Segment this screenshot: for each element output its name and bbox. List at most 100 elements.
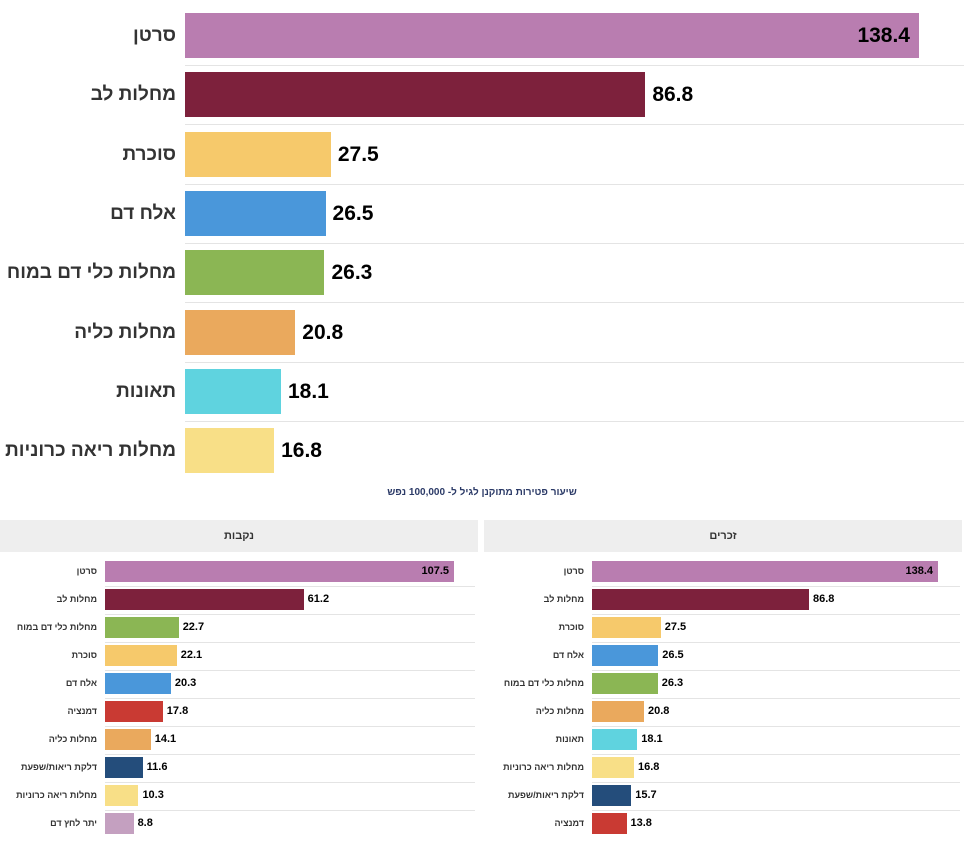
- row-separator: [185, 65, 964, 67]
- row-separator: [185, 124, 964, 126]
- value-label: 17.8: [166, 705, 189, 717]
- total-chart: סרטן 138.4 מחלות לב 86.8 סוכרת 27.5 אלח דם 26.5…: [5, 13, 964, 474]
- value-label: 20.8: [302, 320, 344, 344]
- bar: [105, 673, 171, 694]
- male-panel-title: זכרים: [484, 520, 962, 552]
- category-label: מחלות כלי דם במוח: [16, 622, 97, 632]
- value-label: 16.8: [638, 761, 660, 773]
- bar: [592, 645, 659, 666]
- category-label: יתר לחץ דם: [50, 818, 97, 828]
- bar: [185, 428, 275, 474]
- category-label: מחלות לב: [543, 594, 584, 604]
- category-label: דלקת ריאות/שפעת: [508, 790, 584, 800]
- category-label: דמנציה: [67, 706, 97, 716]
- value-label: 20.8: [648, 705, 670, 717]
- chart-subtitle: שיעור פטירות מתוקנן לגיל ל- 100,000 נפש: [387, 487, 577, 498]
- female-panel: נקבות סרטן 107.5 מחלות לב 61.2 מחלות כלי דם …: [0, 520, 478, 846]
- bar: [185, 131, 331, 177]
- category-label: סוכרת: [558, 622, 584, 632]
- bar: [592, 561, 938, 582]
- bar: [105, 785, 139, 806]
- category-label: מחלות ריאה כרוניות: [503, 762, 584, 772]
- value-label: 26.3: [661, 677, 684, 689]
- value-label: 138.4: [857, 24, 910, 47]
- value-label: 107.5: [421, 565, 449, 577]
- bar: [592, 617, 661, 638]
- value-label: 26.5: [332, 201, 374, 225]
- bar: [105, 757, 143, 778]
- value-label: 138.4: [905, 565, 933, 577]
- category-label: מחלות כלי דם במוח: [503, 678, 584, 688]
- category-label: מחלות לב: [56, 594, 97, 604]
- value-label: 11.6: [146, 761, 168, 773]
- bar: [592, 729, 638, 750]
- row-separator: [185, 420, 964, 422]
- bar: [105, 813, 134, 834]
- row-separator: [105, 585, 475, 587]
- bar: [592, 589, 809, 610]
- value-label: 86.8: [652, 83, 694, 107]
- value-label: 20.3: [174, 677, 197, 689]
- bar: [592, 757, 634, 778]
- bar: [185, 72, 646, 118]
- category-label: תאונות: [555, 734, 584, 744]
- category-label: מחלות ריאה כרוניות: [16, 790, 97, 800]
- row-separator: [105, 809, 475, 811]
- value-label: 10.3: [142, 789, 164, 801]
- bar: [105, 617, 179, 638]
- value-label: 13.8: [630, 817, 652, 829]
- category-label: מחלות כליה: [535, 706, 584, 716]
- category-label: סרטן: [76, 566, 97, 576]
- category-label: אלח דם: [110, 202, 176, 224]
- category-label: מחלות כליה: [74, 321, 176, 343]
- row-separator: [592, 725, 960, 727]
- value-label: 86.8: [813, 593, 835, 605]
- bar: [185, 13, 919, 58]
- value-label: 61.2: [307, 593, 330, 605]
- row-separator: [105, 753, 475, 755]
- row-separator: [105, 781, 475, 783]
- bar: [185, 368, 281, 414]
- row-separator: [592, 641, 960, 643]
- category-label: אלח דם: [65, 678, 97, 688]
- category-label: סוכרת: [122, 143, 176, 165]
- value-label: 27.5: [664, 621, 687, 633]
- row-separator: [105, 613, 475, 615]
- value-label: 16.8: [281, 439, 322, 463]
- row-separator: [592, 585, 960, 587]
- value-label: 26.3: [331, 261, 373, 285]
- row-separator: [592, 753, 960, 755]
- row-separator: [105, 697, 475, 699]
- bar: [105, 561, 454, 582]
- bar: [185, 250, 325, 296]
- row-separator: [592, 613, 960, 615]
- bar: [592, 673, 658, 694]
- category-label: סרטן: [563, 566, 584, 576]
- category-label: מחלות כליה: [48, 734, 97, 744]
- row-separator: [592, 669, 960, 671]
- value-label: 15.7: [635, 789, 657, 801]
- category-label: סרטן: [132, 25, 176, 46]
- category-label: אלח דם: [552, 650, 584, 660]
- row-separator: [592, 697, 960, 699]
- bar: [105, 589, 304, 610]
- category-label: דמנציה: [554, 818, 584, 828]
- category-label: מחלות לב: [90, 84, 176, 106]
- category-label: מחלות ריאה כרוניות: [5, 440, 176, 462]
- male-panel: זכרים סרטן 138.4 מחלות לב 86.8 סוכרת 27.5 אלח …: [484, 520, 962, 846]
- category-label: סוכרת: [71, 650, 97, 660]
- row-separator: [105, 725, 475, 727]
- bar: [105, 701, 163, 722]
- value-label: 8.8: [137, 817, 153, 829]
- row-separator: [592, 781, 960, 783]
- row-separator: [185, 302, 964, 304]
- value-label: 27.5: [337, 142, 379, 166]
- value-label: 14.1: [154, 733, 177, 745]
- row-separator: [592, 809, 960, 811]
- category-label: מחלות כלי דם במוח: [6, 262, 176, 284]
- row-separator: [105, 641, 475, 643]
- bar: [185, 309, 296, 355]
- bar: [592, 785, 632, 806]
- bar: [592, 813, 627, 834]
- female-panel-title: נקבות: [0, 520, 478, 552]
